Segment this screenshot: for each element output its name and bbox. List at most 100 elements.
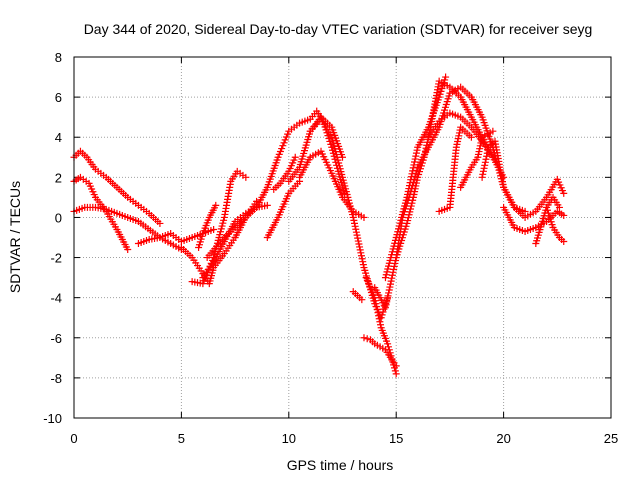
series-arc-3: [70, 203, 185, 254]
data-point: [560, 211, 568, 219]
data-trace: [513, 224, 526, 234]
series-arc-26: [478, 137, 568, 221]
data-point: [358, 296, 366, 304]
data-trace: [211, 252, 227, 269]
data-trace: [459, 125, 473, 139]
data-trace: [371, 297, 385, 329]
series-arc-27: [500, 203, 568, 235]
data-trace: [329, 126, 346, 159]
data-point: [360, 213, 368, 221]
data-trace: [501, 186, 517, 209]
data-trace: [308, 110, 319, 120]
data-trace: [287, 180, 301, 195]
series-arc-29: [543, 203, 568, 246]
data-point: [392, 370, 400, 378]
data-trace: [278, 170, 291, 185]
y-tick-label: 0: [55, 210, 62, 225]
data-trace: [286, 156, 298, 173]
data-trace: [393, 196, 410, 239]
data-trace: [272, 181, 282, 191]
data-trace: [524, 224, 537, 234]
series-arc-21: [392, 77, 508, 262]
x-tick-label: 15: [389, 431, 403, 446]
data-trace: [474, 136, 486, 158]
x-tick-label: 10: [282, 431, 296, 446]
data-trace: [427, 80, 443, 128]
data-trace: [382, 236, 399, 279]
data-trace: [449, 110, 462, 120]
data-trace: [544, 196, 555, 209]
x-tick-label: 25: [604, 431, 618, 446]
data-trace: [555, 178, 566, 195]
data-trace: [352, 209, 365, 220]
data-point: [263, 201, 271, 209]
data-trace: [459, 115, 473, 129]
series-arc-1: [70, 147, 164, 227]
data-point: [212, 201, 220, 209]
data-trace: [275, 192, 292, 219]
data-trace: [105, 206, 118, 216]
data-trace: [469, 116, 485, 139]
data-trace: [393, 222, 410, 259]
data-trace: [254, 186, 270, 209]
data-point: [467, 133, 475, 141]
data-trace: [73, 204, 86, 214]
data-trace: [382, 257, 400, 309]
data-trace: [297, 156, 313, 179]
data-trace: [363, 276, 377, 299]
data-trace: [228, 170, 240, 183]
data-trace: [115, 185, 130, 199]
data-trace: [232, 216, 248, 239]
data-trace: [72, 175, 82, 184]
data-trace: [373, 341, 387, 352]
chart-title: Day 344 of 2020, Sidereal Day-to-day VTE…: [84, 21, 593, 37]
data-point: [489, 153, 497, 161]
data-trace: [264, 156, 281, 189]
data-trace: [534, 196, 549, 213]
data-points: [70, 73, 568, 378]
x-axis-label: GPS time / hours: [287, 457, 394, 473]
data-trace: [543, 206, 556, 229]
data-trace: [211, 240, 227, 263]
data-trace: [275, 130, 292, 158]
series-arc-18: [362, 274, 400, 378]
series-arc-10: [231, 107, 349, 241]
data-trace: [207, 204, 218, 219]
x-tick-label: 0: [70, 431, 77, 446]
data-trace: [72, 149, 82, 159]
y-tick-label: -8: [50, 371, 62, 386]
data-trace: [438, 204, 451, 214]
data-point: [442, 73, 450, 81]
data-trace: [190, 256, 205, 275]
data-trace: [512, 205, 527, 219]
data-point: [560, 238, 568, 246]
y-tick-label: 4: [55, 130, 62, 145]
data-trace: [551, 196, 562, 209]
x-tick-label: 5: [178, 431, 185, 446]
data-trace: [169, 231, 183, 244]
series-arc-23: [424, 109, 497, 161]
data-trace: [104, 210, 119, 231]
data-trace: [94, 167, 108, 179]
data-trace: [180, 246, 194, 260]
data-trace: [469, 156, 480, 169]
y-tick-label: 2: [55, 170, 62, 185]
data-trace: [180, 235, 193, 245]
data-trace: [453, 126, 464, 148]
data-trace: [191, 278, 204, 287]
data-trace: [159, 230, 172, 240]
series-arc-14: [296, 147, 368, 221]
y-tick-label: -2: [50, 251, 62, 266]
x-tick-label: 20: [496, 431, 510, 446]
data-trace: [265, 216, 281, 239]
data-trace: [287, 121, 301, 133]
data-trace: [298, 116, 312, 126]
series-arc-22: [414, 83, 529, 215]
data-trace: [555, 209, 566, 218]
data-trace: [79, 175, 90, 185]
data-point: [360, 334, 368, 342]
data-trace: [137, 237, 150, 247]
axis-ticks: 0 5 10 15 20 25 -10 -8 -6 -4 -2 0 2 4 6 8: [43, 50, 618, 446]
series-arc-25: [457, 127, 497, 191]
data-point: [403, 193, 411, 201]
